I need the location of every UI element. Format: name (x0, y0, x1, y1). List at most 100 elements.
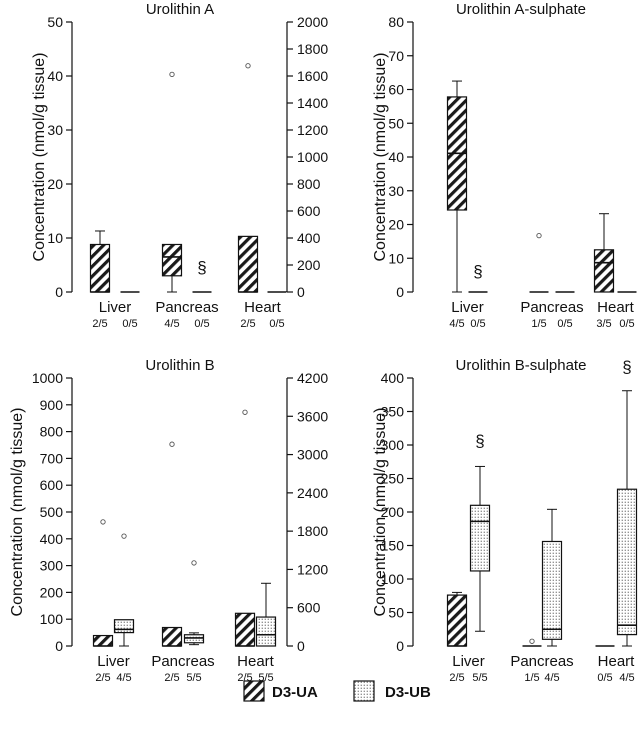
outlier-point (169, 441, 175, 447)
panel-urolithin-b-sulphate: Urolithin B-sulphate 0 50 100 150 200 250 300 35… (372, 357, 638, 684)
y-tick-label: 10 (388, 250, 404, 266)
box-iqr (541, 540, 563, 640)
y-axis-label: Concentration (nmol/g tissue) (372, 53, 389, 262)
y2-tick-label: 1200 (297, 561, 328, 577)
detection-fraction-d3-ub: 0/5 (269, 318, 284, 330)
legend: D3-UA D3-UB (243, 680, 431, 702)
y-tick-label: 250 (381, 471, 405, 487)
category-label: Liver (97, 653, 130, 670)
box-d3-ua-pancreas (529, 232, 549, 293)
panel-urolithin-b: Urolithin B 0 100 200 300 400 500 600 700 800 900 1… (9, 357, 328, 684)
y2-tick-label: 800 (297, 176, 321, 192)
detection-fraction-d3-ua: 2/5 (164, 672, 179, 684)
y-tick-label: 300 (381, 437, 405, 453)
detection-fraction-d3-ub: 4/5 (544, 672, 559, 684)
y2-tick-label: 4200 (297, 370, 328, 386)
box-d3-ua-pancreas (161, 441, 183, 647)
category-label: Heart (598, 653, 636, 670)
legend-swatch-d3-ua (243, 680, 265, 702)
detection-fraction-d3-ub: 4/5 (116, 672, 131, 684)
category-label: Heart (597, 299, 635, 316)
y-tick-label: 900 (40, 397, 64, 413)
box-d3-ub-liver (113, 533, 135, 647)
y-tick-label: 60 (388, 82, 404, 98)
outlier-point (100, 519, 106, 525)
y-tick-label: 350 (381, 404, 405, 420)
detection-fraction-d3-ua: 1/5 (524, 672, 539, 684)
detection-fraction-d3-ua: 2/5 (92, 318, 107, 330)
category-label: Pancreas (510, 653, 573, 670)
outlier-point (242, 409, 248, 415)
y2-tick-label: 2000 (297, 14, 328, 30)
y-axis-label: Concentration (nmol/g tissue) (31, 53, 48, 262)
y-axis-label: Concentration (nmol/g tissue) (372, 408, 389, 617)
box-d3-ua-heart (234, 409, 256, 647)
box-d3-ua-pancreas (522, 638, 542, 647)
box-d3-ub-pancreas (183, 560, 205, 646)
detection-fraction-d3-ua: 2/5 (240, 318, 255, 330)
y2-tick-label: 2400 (297, 485, 328, 501)
detection-fraction-d3-ub: 0/5 (557, 318, 572, 330)
box-d3-ub-liver (469, 465, 491, 632)
significance-marker: § (473, 262, 482, 281)
y2-tick-label: 1000 (297, 149, 328, 165)
y2-tick-label: 600 (297, 203, 321, 219)
y-tick-label: 0 (396, 284, 404, 300)
box-d3-ua-liver (92, 519, 114, 647)
y2-tick-label: 1800 (297, 523, 328, 539)
chart-title: Urolithin A-sulphate (456, 1, 586, 18)
y-tick-label: 40 (47, 68, 63, 84)
detection-fraction-d3-ua: 4/5 (449, 318, 464, 330)
outlier-point (529, 638, 535, 644)
box-iqr (469, 504, 491, 572)
detection-fraction-d3-ua: 1/5 (531, 318, 546, 330)
box-d3-ua-liver (89, 230, 111, 293)
box-d3-ua-liver (446, 80, 468, 293)
box-d3-ua-liver (446, 591, 468, 647)
y-tick-label: 100 (381, 571, 405, 587)
y-tick-label: 0 (55, 638, 63, 654)
y-tick-label: 20 (47, 176, 63, 192)
y-tick-label: 500 (40, 504, 64, 520)
box-iqr (161, 626, 183, 647)
y-tick-label: 400 (381, 370, 405, 386)
box-d3-ua-pancreas (161, 71, 183, 293)
y-tick-label: 30 (388, 183, 404, 199)
y-tick-label: 1000 (32, 370, 63, 386)
outlier-point (169, 71, 175, 78)
y2-tick-label: 0 (297, 284, 305, 300)
chart-title: Urolithin A (146, 1, 214, 18)
box-iqr (183, 634, 205, 644)
panel-urolithin-a: Urolithin A 0 10 20 30 40 50 0 200 400 600 800 1000 1… (31, 1, 328, 330)
legend-label-d3-ub: D3-UB (385, 684, 431, 701)
detection-fraction-d3-ua: 3/5 (596, 318, 611, 330)
detection-fraction-d3-ub: 0/5 (194, 318, 209, 330)
y-tick-label: 300 (40, 558, 64, 574)
y2-tick-label: 3000 (297, 447, 328, 463)
legend-swatch-d3-ub (353, 680, 375, 702)
box-d3-ub-heart (616, 390, 638, 647)
box-d3-ub-pancreas (541, 508, 563, 647)
box-iqr (161, 243, 183, 277)
category-label: Pancreas (155, 299, 218, 316)
detection-fraction-d3-ua: 4/5 (164, 318, 179, 330)
legend-label-d3-ua: D3-UA (272, 684, 318, 701)
detection-fraction-d3-ub: 0/5 (470, 318, 485, 330)
y-axis-label: Concentration (nmol/g tissue) (9, 408, 26, 617)
category-label: Heart (244, 299, 282, 316)
detection-fraction-d3-ub: 5/5 (186, 672, 201, 684)
y-tick-label: 100 (40, 611, 64, 627)
box-d3-ua-heart (237, 63, 259, 293)
y-tick-label: 50 (388, 115, 404, 131)
outlier-point (245, 63, 251, 69)
y-tick-label: 0 (396, 638, 404, 654)
y-tick-label: 30 (47, 122, 63, 138)
box-iqr (89, 243, 111, 293)
chart-title: Urolithin B (145, 357, 214, 374)
y-tick-label: 40 (388, 149, 404, 165)
y-tick-label: 70 (388, 48, 404, 64)
y2-tick-label: 200 (297, 257, 321, 273)
y-tick-label: 600 (40, 477, 64, 493)
category-label: Pancreas (151, 653, 214, 670)
